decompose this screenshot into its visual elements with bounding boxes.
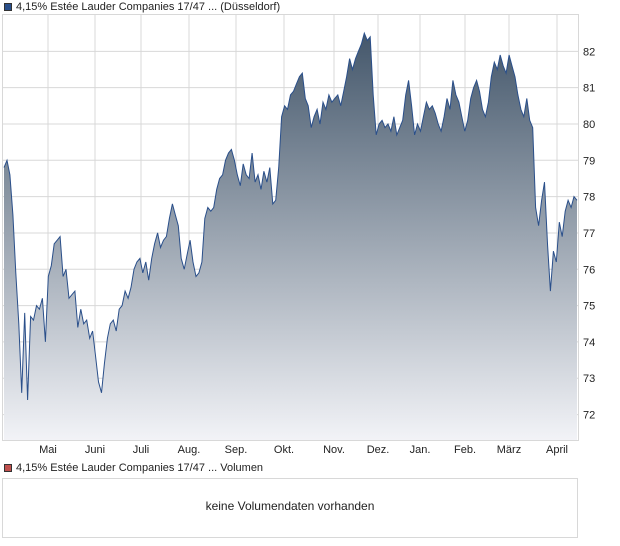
price-line bbox=[3, 31, 578, 401]
y-tick-label: 77 bbox=[583, 228, 595, 240]
x-tick-label: Jan. bbox=[410, 444, 431, 456]
x-tick-label: Aug. bbox=[178, 444, 201, 456]
x-tick-label: Juli bbox=[133, 444, 150, 456]
y-tick-label: 81 bbox=[583, 83, 595, 95]
x-tick-label: Juni bbox=[85, 444, 105, 456]
volume-legend: 4,15% Estée Lauder Companies 17/47 ... V… bbox=[4, 461, 263, 475]
x-tick-label: Okt. bbox=[274, 444, 294, 456]
y-tick-label: 82 bbox=[583, 46, 595, 58]
x-tick-label: Nov. bbox=[323, 444, 345, 456]
y-tick-label: 78 bbox=[583, 192, 595, 204]
y-tick-label: 79 bbox=[583, 155, 595, 167]
price-legend-swatch bbox=[4, 3, 12, 11]
y-tick-label: 76 bbox=[583, 264, 595, 276]
price-area-fill bbox=[4, 33, 577, 440]
y-tick-label: 80 bbox=[583, 119, 595, 131]
volume-legend-swatch bbox=[4, 464, 12, 472]
x-tick-label: März bbox=[497, 444, 521, 456]
no-volume-message: keine Volumendaten vorhanden bbox=[205, 499, 375, 513]
x-tick-label: Mai bbox=[39, 444, 57, 456]
price-legend: 4,15% Estée Lauder Companies 17/47 ... (… bbox=[4, 0, 280, 14]
x-tick-label: Sep. bbox=[225, 444, 248, 456]
volume-legend-label: 4,15% Estée Lauder Companies 17/47 ... V… bbox=[16, 462, 264, 474]
x-tick-label: Feb. bbox=[454, 444, 476, 456]
volume-panel: keine Volumendaten vorhanden bbox=[2, 478, 578, 538]
x-tick-label: April bbox=[546, 444, 568, 456]
x-tick-label: Dez. bbox=[367, 444, 390, 456]
price-legend-label: 4,15% Estée Lauder Companies 17/47 ... (… bbox=[16, 1, 281, 13]
y-tick-label: 75 bbox=[583, 301, 595, 313]
y-tick-label: 73 bbox=[583, 373, 595, 385]
y-tick-label: 74 bbox=[583, 337, 595, 349]
y-tick-label: 72 bbox=[583, 410, 595, 422]
